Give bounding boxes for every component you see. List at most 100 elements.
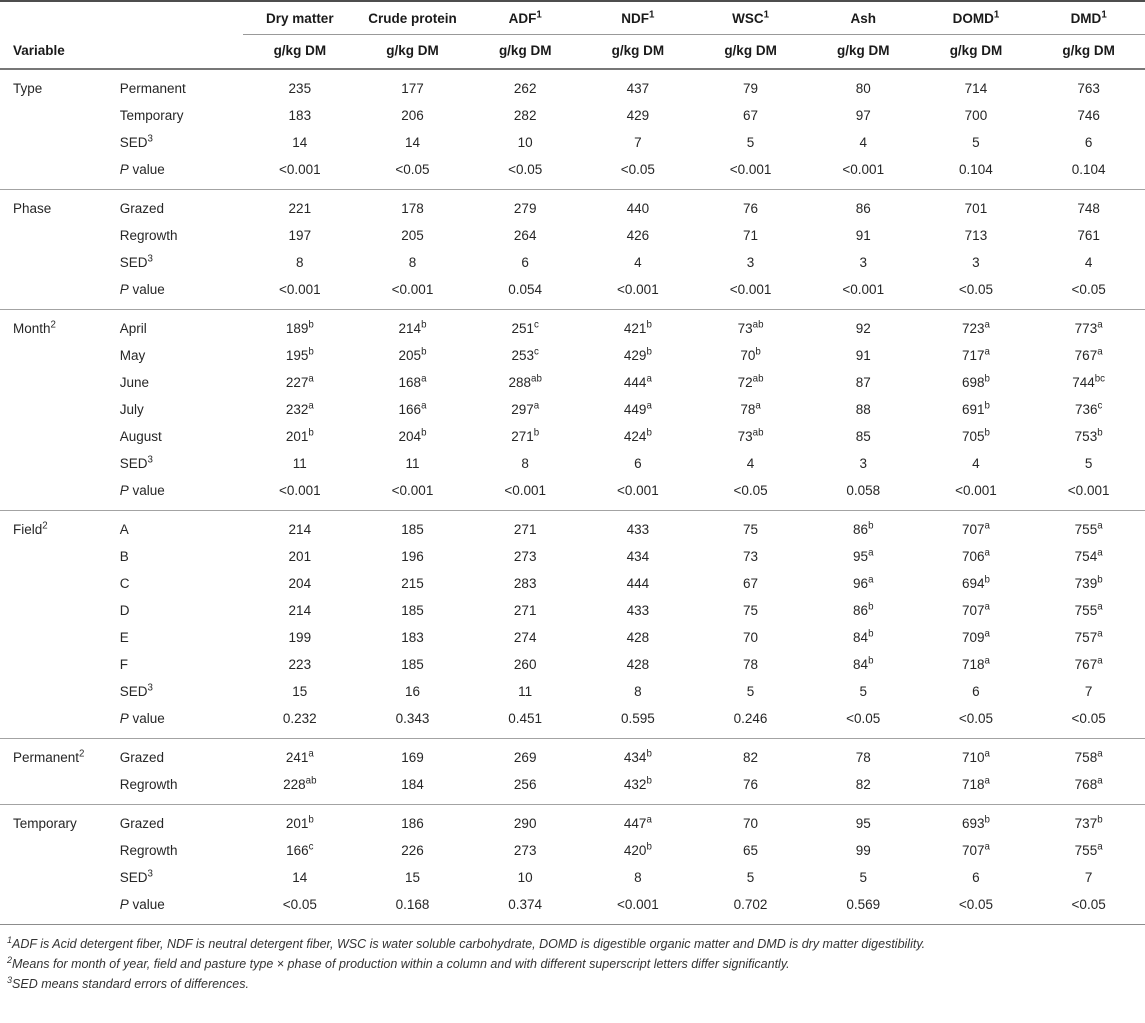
table-row: D 214 185 271 433 75 86b 707a 755a bbox=[0, 598, 1145, 625]
row-label-cell: P value bbox=[119, 711, 165, 726]
footnote: 2Means for month of year, field and past… bbox=[7, 954, 790, 971]
value-cell: <0.05 bbox=[1071, 711, 1106, 726]
value-cell: 737b bbox=[1032, 804, 1145, 838]
value-cell: 768a bbox=[1074, 775, 1103, 792]
value-cell: 3 bbox=[746, 255, 755, 270]
unit-row: Variable g/kg DM g/kg DM g/kg DM g/kg DM g/kg… bbox=[0, 34, 1145, 70]
group-label-cell bbox=[0, 424, 117, 451]
value-cell: 75 bbox=[743, 603, 759, 618]
row-label-cell: Regrowth bbox=[119, 843, 178, 858]
group-label-cell bbox=[0, 397, 117, 424]
row-label-cell: P value bbox=[119, 897, 165, 912]
value-cell: 169 bbox=[356, 738, 469, 772]
group-label-cell bbox=[0, 571, 117, 598]
value-cell: 87 bbox=[855, 375, 871, 390]
value-cell: 424b bbox=[623, 427, 652, 444]
value-cell: 14 bbox=[404, 135, 421, 150]
value-cell: 707a bbox=[961, 601, 990, 618]
column-header: NDF1 bbox=[581, 1, 695, 35]
value-cell: 449a bbox=[623, 400, 652, 417]
value-cell: 197 bbox=[288, 228, 312, 243]
value-cell: 271 bbox=[513, 603, 537, 618]
value-cell: 91 bbox=[855, 348, 871, 363]
group-label-cell bbox=[0, 772, 117, 805]
value-cell: 426 bbox=[626, 228, 650, 243]
row-label-cell: D bbox=[119, 603, 130, 618]
value-cell: 185 bbox=[401, 657, 424, 672]
row-label-cell: Grazed bbox=[116, 189, 244, 223]
value-cell: 753b bbox=[1074, 427, 1103, 444]
value-cell: <0.001 bbox=[617, 282, 659, 297]
value-cell: 4 bbox=[859, 135, 867, 150]
value-cell: 0.054 bbox=[508, 282, 543, 297]
value-cell: 761 bbox=[1077, 228, 1100, 243]
group-label-cell bbox=[0, 277, 117, 310]
value-cell: 4 bbox=[972, 456, 980, 471]
value-cell: 75 bbox=[694, 510, 807, 544]
value-cell: 429b bbox=[623, 346, 652, 363]
footnote: 3SED means standard errors of difference… bbox=[7, 974, 249, 991]
value-cell: 274 bbox=[513, 630, 537, 645]
value-cell: 0.374 bbox=[508, 897, 543, 912]
table-row: Regrowth 197 205 264 426 71 91 713 761 bbox=[0, 223, 1145, 250]
value-cell: 70 bbox=[743, 630, 759, 645]
value-cell: 228ab bbox=[283, 775, 317, 792]
header-row: Dry matter Crude protein ADF1 NDF1 WSC1 Ash DO… bbox=[0, 1, 1145, 35]
value-cell: 253c bbox=[511, 346, 539, 363]
value-cell: 185 bbox=[401, 603, 424, 618]
row-label-cell: June bbox=[119, 375, 149, 390]
value-cell: 746 bbox=[1077, 108, 1100, 123]
value-cell: 694b bbox=[961, 574, 990, 591]
unit-cell: g/kg DM bbox=[694, 34, 807, 70]
value-cell: 184 bbox=[401, 777, 424, 792]
value-cell: 429 bbox=[626, 108, 650, 123]
unit-cell: g/kg DM bbox=[1032, 34, 1145, 70]
corner-cell bbox=[0, 1, 243, 35]
value-cell: 92 bbox=[806, 309, 920, 343]
value-cell: <0.05 bbox=[958, 282, 994, 297]
value-cell: 723a bbox=[919, 309, 1033, 343]
value-cell: 214 bbox=[288, 603, 312, 618]
table-row: F 223 185 260 428 78 84b 718a 767a bbox=[0, 652, 1145, 679]
value-cell: 78a bbox=[740, 400, 761, 417]
group-label-cell bbox=[0, 103, 117, 130]
group-label-cell bbox=[0, 250, 117, 277]
value-cell: <0.001 bbox=[617, 483, 659, 498]
unit-cell: g/kg DM bbox=[581, 34, 695, 70]
value-cell: 196 bbox=[401, 549, 424, 564]
value-cell: <0.001 bbox=[391, 483, 434, 498]
value-cell: <0.05 bbox=[733, 483, 768, 498]
value-cell: 85 bbox=[855, 429, 871, 444]
value-cell: 713 bbox=[964, 228, 988, 243]
value-cell: 698b bbox=[961, 373, 990, 390]
value-cell: 99 bbox=[855, 843, 871, 858]
table-row: Type Permanent 235 177 262 437 79 80 714 763 bbox=[0, 68, 1145, 103]
row-label-cell: B bbox=[119, 549, 129, 564]
footnotes: 1ADF is Acid detergent fiber, NDF is neu… bbox=[0, 924, 1145, 1000]
value-cell: 166c bbox=[286, 841, 314, 858]
table-row: Regrowth 228ab 184 256 432b 76 82 718a 768a bbox=[0, 772, 1145, 805]
table-row: Temporary Grazed 201b 186 290 447a 70 95 693b 737… bbox=[0, 804, 1145, 838]
value-cell: <0.001 bbox=[278, 282, 321, 297]
group-label-cell: Temporary bbox=[0, 804, 117, 838]
table-row: P value <0.05 0.168 0.374 <0.001 0.702 0.569 <0… bbox=[0, 892, 1145, 924]
value-cell: 0.168 bbox=[395, 897, 430, 912]
value-cell: 79 bbox=[694, 68, 807, 103]
value-cell: <0.001 bbox=[278, 162, 321, 177]
value-cell: 4 bbox=[634, 255, 642, 270]
value-cell: 0.595 bbox=[620, 711, 655, 726]
value-cell: 434 bbox=[626, 549, 650, 564]
row-label-cell: F bbox=[119, 657, 128, 672]
value-cell: 273 bbox=[513, 549, 537, 564]
value-cell: 271 bbox=[468, 510, 582, 544]
value-cell: 8 bbox=[634, 684, 642, 699]
value-cell: 717a bbox=[961, 346, 990, 363]
unit-cell: g/kg DM bbox=[356, 34, 469, 70]
value-cell: 0.232 bbox=[282, 711, 317, 726]
table-body: Type Permanent 235 177 262 437 79 80 714 763 Tempo… bbox=[0, 68, 1145, 924]
value-cell: 78 bbox=[743, 657, 759, 672]
group-label-cell: Month2 bbox=[0, 309, 117, 343]
value-cell: 10 bbox=[517, 870, 533, 885]
value-cell: 767a bbox=[1074, 346, 1103, 363]
value-cell: 65 bbox=[743, 843, 759, 858]
